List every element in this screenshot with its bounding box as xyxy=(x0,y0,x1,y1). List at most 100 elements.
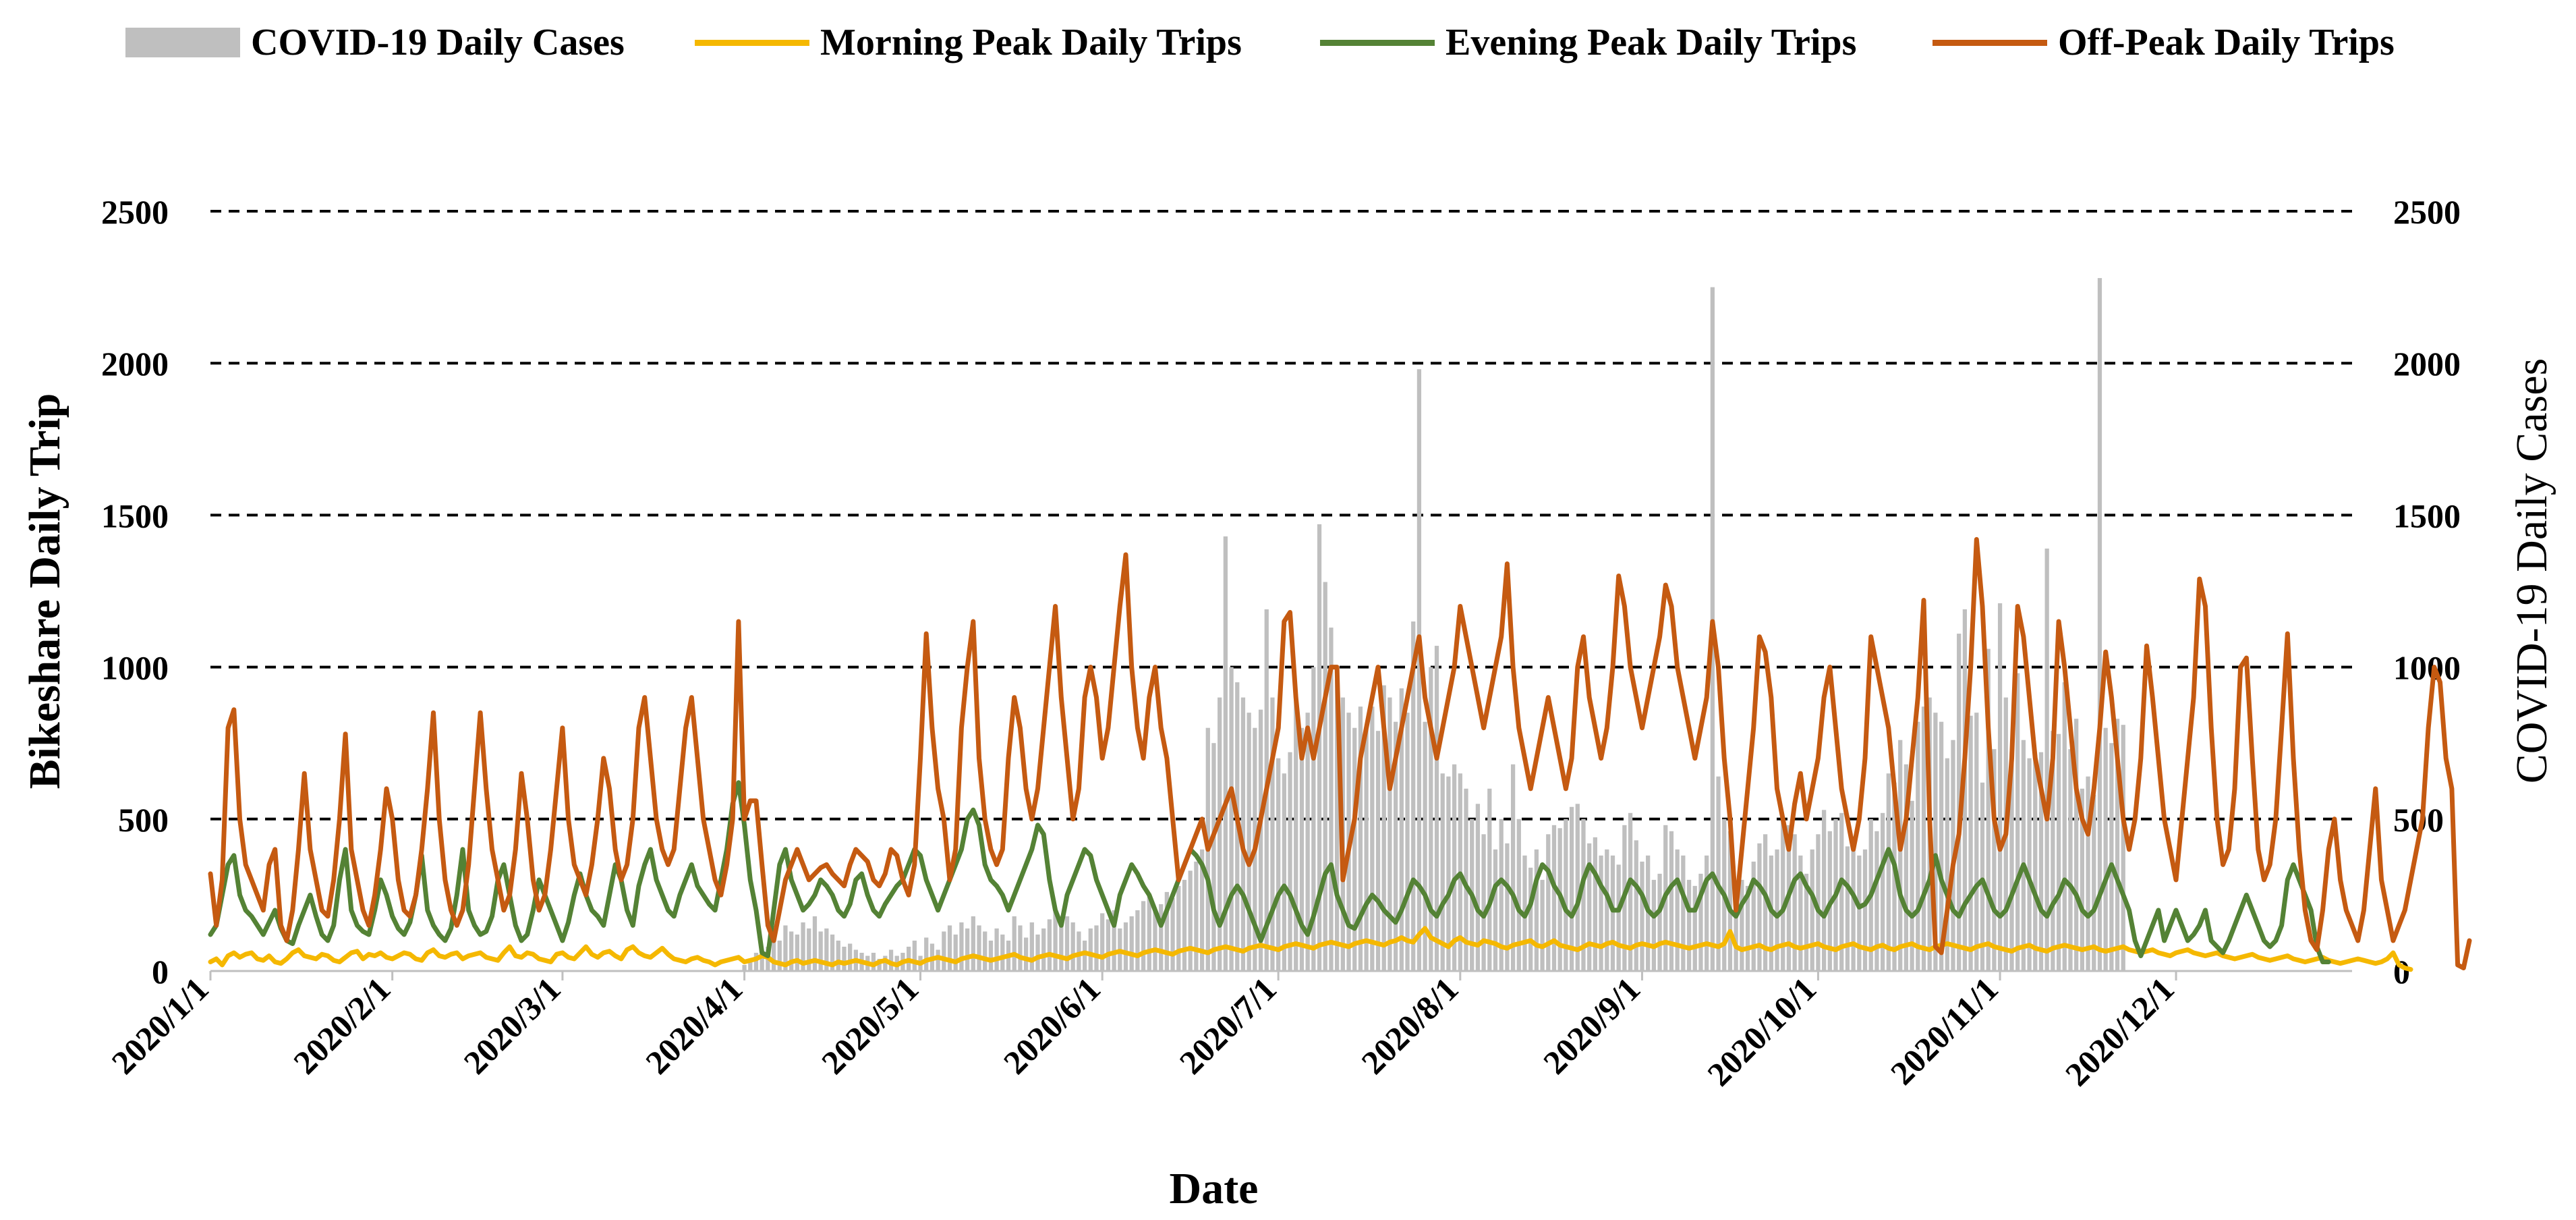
covid-bar xyxy=(1106,919,1111,971)
covid-bar xyxy=(795,934,799,971)
covid-bar xyxy=(789,931,794,971)
covid-bar xyxy=(1904,764,1909,971)
covid-bar xyxy=(1487,788,1492,971)
covid-bar xyxy=(801,922,805,971)
covid-bar xyxy=(1070,922,1075,971)
legend: COVID-19 Daily Cases Morning Peak Daily … xyxy=(0,12,2576,73)
covid-bar xyxy=(1821,810,1827,971)
covid-bar xyxy=(1540,879,1545,971)
covid-bar xyxy=(1029,922,1034,971)
covid-bar xyxy=(1358,706,1363,971)
covid-bar xyxy=(1669,831,1674,971)
covid-bar xyxy=(1088,928,1093,971)
covid-bar xyxy=(2027,758,2032,971)
covid-bar xyxy=(812,916,818,971)
covid-bar xyxy=(1223,536,1228,971)
covid-bar xyxy=(1910,800,1914,971)
covid-bar xyxy=(1816,834,1821,971)
covid-bar xyxy=(2103,727,2108,971)
covid-bar xyxy=(1640,861,1644,971)
covid-bar xyxy=(1288,752,1292,971)
covid-bar xyxy=(1317,524,1322,971)
covid-bar xyxy=(1957,634,1962,971)
covid-bar xyxy=(1352,727,1357,971)
covid-bar xyxy=(1845,846,1850,971)
legend-item-covid-cases: COVID-19 Daily Cases xyxy=(125,12,625,73)
covid-bar xyxy=(1916,721,1920,971)
covid-bar xyxy=(1194,861,1199,971)
covid-bar xyxy=(1968,715,1973,971)
x-tick-label: 2020/4/1 xyxy=(638,970,749,1081)
covid-bar xyxy=(753,952,759,971)
covid-bar xyxy=(2062,682,2067,971)
covid-bar xyxy=(1740,879,1744,971)
covid-bar xyxy=(1581,819,1586,971)
covid-bar xyxy=(1375,731,1381,971)
covid-bar xyxy=(1247,713,1251,971)
covid-bar xyxy=(2074,719,2079,971)
x-tick-label: 2020/6/1 xyxy=(996,970,1108,1081)
covid-bar xyxy=(2056,733,2061,971)
covid-bar xyxy=(748,958,753,971)
covid-bar xyxy=(1182,879,1187,971)
covid-bar xyxy=(924,937,929,971)
covid-bar xyxy=(1434,646,1439,971)
covid-bar xyxy=(1000,934,1005,971)
covid-bar xyxy=(1041,928,1046,971)
covid-bar xyxy=(1141,901,1146,971)
covid-bar xyxy=(1962,609,1968,971)
covid-bar xyxy=(807,928,811,971)
covid-bar xyxy=(877,958,882,971)
covid-bar xyxy=(848,943,853,971)
x-tick-label: 2020/3/1 xyxy=(456,970,567,1081)
legend-item-morning-peak: Morning Peak Daily Trips xyxy=(695,12,1242,73)
covid-bar xyxy=(1564,819,1568,971)
legend-swatch-morning-peak xyxy=(695,39,809,46)
covid-bar xyxy=(1587,843,1592,971)
covid-bar xyxy=(1810,849,1814,971)
covid-bar xyxy=(1082,940,1087,971)
covid-bar xyxy=(1305,713,1310,971)
y-tick-label-left: 500 xyxy=(118,801,169,839)
evening-peak-daily-trips-line xyxy=(208,780,2331,964)
covid-bar xyxy=(1446,776,1451,971)
covid-bar xyxy=(2109,743,2114,971)
covid-bar xyxy=(783,925,788,971)
covid-bar xyxy=(1411,621,1416,971)
covid-bar xyxy=(1499,819,1504,971)
legend-label-morning-peak: Morning Peak Daily Trips xyxy=(820,22,1242,63)
covid-bar xyxy=(2086,776,2090,971)
covid-bar xyxy=(2044,548,2049,971)
covid-bar xyxy=(2092,794,2096,971)
covid-bar xyxy=(1986,648,1991,971)
legend-item-evening-peak: Evening Peak Daily Trips xyxy=(1320,12,1856,73)
covid-bar xyxy=(1405,713,1410,971)
covid-bar xyxy=(2097,278,2102,971)
covid-bar xyxy=(1727,831,1733,971)
covid-bar xyxy=(1329,628,1334,971)
covid-bar xyxy=(1792,834,1797,971)
covid-bar xyxy=(965,928,970,971)
covid-bar xyxy=(1135,910,1140,971)
covid-bar xyxy=(1299,727,1305,971)
covid-bar xyxy=(1282,773,1286,971)
covid-bar xyxy=(1077,931,1081,971)
covid-bar xyxy=(1798,855,1803,971)
covid-bar xyxy=(1945,758,1949,971)
covid-bar xyxy=(1475,804,1481,971)
covid-bar xyxy=(1452,764,1457,971)
covid-bar xyxy=(971,916,975,971)
covid-bar xyxy=(1229,667,1234,971)
covid-bar xyxy=(1323,582,1327,971)
legend-item-off-peak: Off-Peak Daily Trips xyxy=(1933,12,2395,73)
covid-bar xyxy=(1610,855,1615,971)
covid-bar xyxy=(830,934,835,971)
x-tick-label: 2020/2/1 xyxy=(286,970,397,1081)
covid-bar xyxy=(818,931,823,971)
covid-bar xyxy=(959,922,964,971)
covid-bar xyxy=(1898,740,1903,971)
y-tick-label-right: 2000 xyxy=(2393,345,2461,383)
covid-bar xyxy=(1481,834,1486,971)
covid-bar xyxy=(1781,819,1785,971)
covid-bar xyxy=(1059,925,1064,971)
